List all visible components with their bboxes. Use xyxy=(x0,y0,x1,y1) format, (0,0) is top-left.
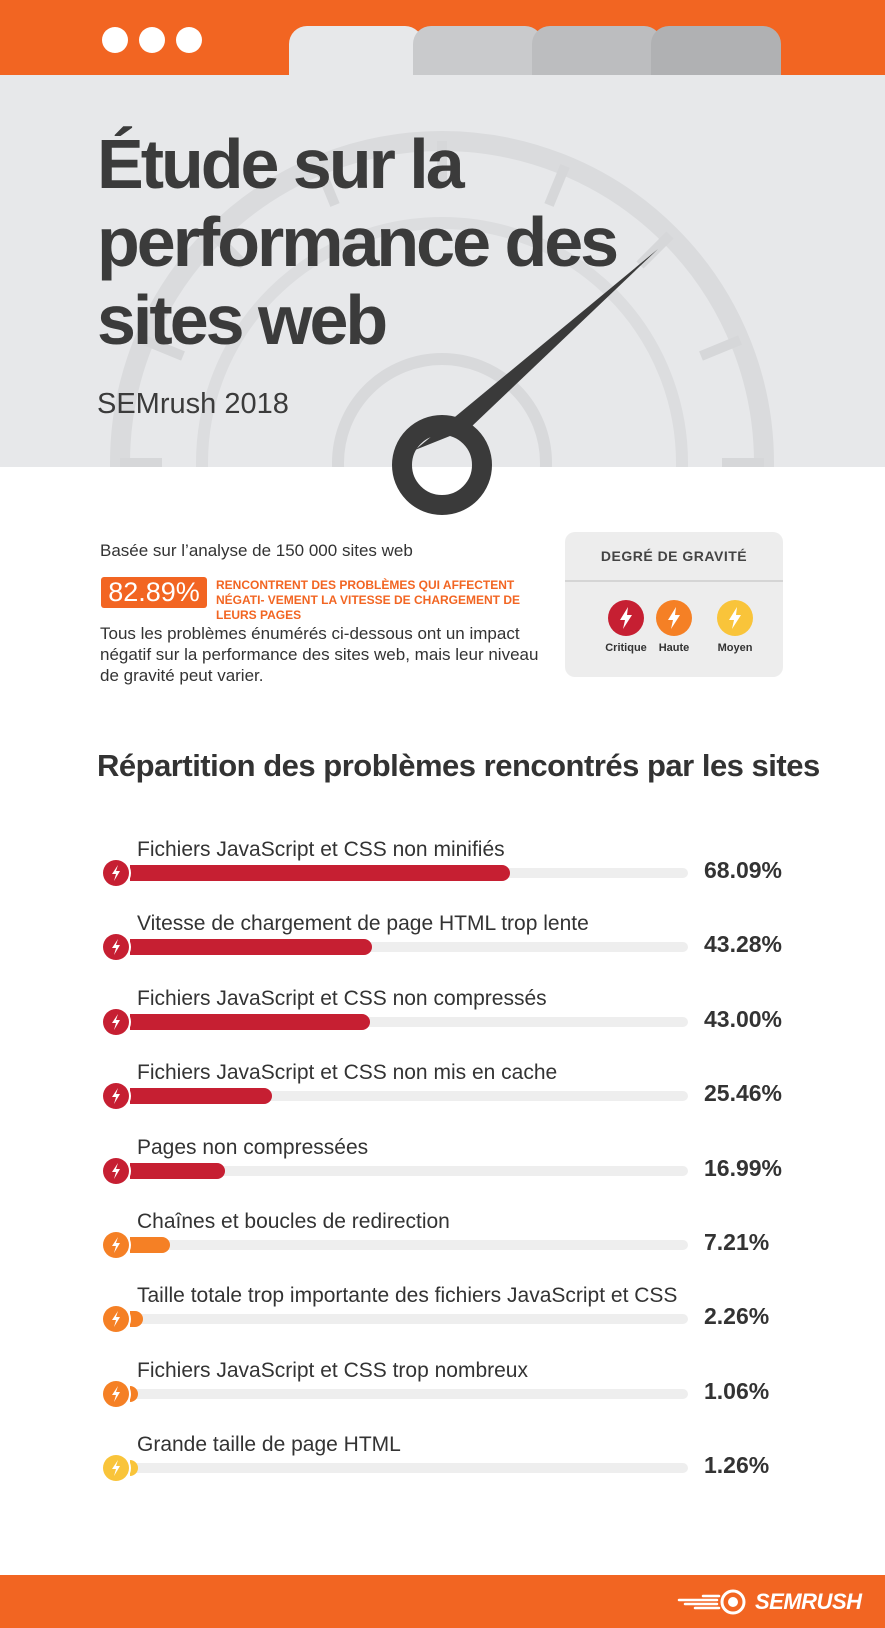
window-dot xyxy=(176,27,202,53)
bar-category-label: Fichiers JavaScript et CSS non compressé… xyxy=(137,986,547,1010)
logo-text: SEMRUSH xyxy=(755,1589,862,1614)
legend-item-haute: Haute xyxy=(639,600,709,654)
legend-label: Moyen xyxy=(717,642,753,654)
chart-row: Taille totale trop importante des fichie… xyxy=(0,1284,885,1344)
lightning-icon xyxy=(103,1232,129,1258)
gauge-needle-icon xyxy=(392,249,658,515)
stat-description: RENCONTRENT DES PROBLÈMES QUI AFFECTENT … xyxy=(216,578,521,622)
footer-bar: SEMRUSH xyxy=(0,1575,885,1628)
bar-track xyxy=(130,865,688,881)
chart-row: Vitesse de chargement de page HTML trop … xyxy=(0,912,885,972)
window-dot xyxy=(102,27,128,53)
bar-value-label: 43.00% xyxy=(704,1005,783,1032)
severity-legend: DEGRÉ DE GRAVITÉ Critique Haute Moyen xyxy=(565,532,783,677)
lightning-icon xyxy=(103,934,129,961)
legend-label: Haute xyxy=(658,642,690,654)
analysis-basis-text: Basée sur l’analyse de 150 000 sites web xyxy=(100,541,413,560)
page-subtitle: SEMrush 2018 xyxy=(97,388,289,420)
lightning-icon xyxy=(103,860,129,886)
bar xyxy=(130,865,510,881)
bar-category-label: Pages non compressées xyxy=(137,1135,369,1159)
bar-value-label: 7.21% xyxy=(704,1229,770,1255)
semrush-logo: SEMRUSH xyxy=(677,1589,862,1615)
bar-track xyxy=(130,1311,688,1328)
lightning-icon xyxy=(103,1008,129,1035)
intro-description: Tous les problèmes énumérés ci-dessous o… xyxy=(100,624,539,685)
chart-row: Pages non compressées 16.99% xyxy=(0,1136,885,1196)
bar-category-label: Fichiers JavaScript et CSS non minifiés xyxy=(137,838,505,861)
window-dot xyxy=(139,27,165,53)
browser-tab-active xyxy=(289,26,423,75)
hero-section: Étude sur la performance des sites web S… xyxy=(0,75,885,467)
bar xyxy=(130,1088,273,1105)
browser-tab xyxy=(651,26,781,75)
bar-category-label: Taille totale trop importante des fichie… xyxy=(137,1284,678,1308)
legend-item-critique: Critique xyxy=(591,600,661,654)
page-title: Étude sur la performance des sites web xyxy=(97,125,619,359)
lightning-icon xyxy=(608,600,644,636)
legend-title: DEGRÉ DE GRAVITÉ xyxy=(565,532,783,582)
top-bar xyxy=(0,0,885,75)
speedometer-icon xyxy=(110,131,774,467)
bar xyxy=(130,1162,225,1179)
bar-category-label: Grande taille de page HTML xyxy=(137,1433,401,1457)
bar-track xyxy=(130,1460,688,1477)
bar-category-label: Vitesse de chargement de page HTML trop … xyxy=(137,912,589,936)
bar-track xyxy=(130,1013,688,1030)
legend-item-moyen: Moyen xyxy=(700,600,770,654)
lightning-icon xyxy=(656,600,692,636)
bar xyxy=(130,939,372,956)
bar-value-label: 2.26% xyxy=(704,1303,770,1330)
bar-category-label: Fichiers JavaScript et CSS trop nombreux xyxy=(137,1358,528,1382)
bar xyxy=(130,1237,171,1253)
bar-track xyxy=(130,1385,688,1402)
bar xyxy=(130,1013,370,1030)
chart-row: Fichiers JavaScript et CSS non mis en ca… xyxy=(0,1061,885,1121)
bar-track xyxy=(130,939,688,956)
lightning-icon xyxy=(103,1157,129,1184)
legend-label: Critique xyxy=(605,642,647,654)
bar xyxy=(130,1385,138,1402)
lightning-icon xyxy=(717,600,753,636)
lightning-icon xyxy=(103,1083,129,1110)
chart-title: Répartition des problèmes rencontrés par… xyxy=(97,748,820,783)
bar-track xyxy=(130,1237,688,1253)
bar-track xyxy=(130,1162,688,1179)
bar-track xyxy=(130,1088,688,1105)
bar-value-label: 16.99% xyxy=(704,1154,783,1181)
chart-row: Grande taille de page HTML 1.26% xyxy=(0,1433,885,1493)
bar xyxy=(130,1460,138,1477)
lightning-icon xyxy=(103,1306,129,1333)
bar-value-label: 68.09% xyxy=(704,857,783,883)
bar-value-label: 1.06% xyxy=(704,1377,770,1404)
bar-value-label: 43.28% xyxy=(704,931,783,958)
bar-value-label: 1.26% xyxy=(704,1452,770,1479)
fireball-icon xyxy=(677,1589,746,1615)
bar-category-label: Fichiers JavaScript et CSS non mis en ca… xyxy=(137,1061,558,1085)
chart-row: Fichiers JavaScript et CSS non minifiés 6… xyxy=(0,838,885,898)
chart-row: Chaînes et boucles de redirection 7.21% xyxy=(0,1210,885,1270)
bar-value-label: 25.46% xyxy=(704,1080,783,1107)
lightning-icon xyxy=(103,1455,129,1482)
stat-badge: 82.89% xyxy=(101,577,207,608)
chart-row: Fichiers JavaScript et CSS non compressé… xyxy=(0,987,885,1047)
bar-category-label: Chaînes et boucles de redirection xyxy=(137,1210,450,1233)
browser-tab xyxy=(532,26,662,75)
chart-row: Fichiers JavaScript et CSS trop nombreux… xyxy=(0,1359,885,1419)
browser-tab xyxy=(413,26,543,75)
bar xyxy=(130,1311,143,1328)
lightning-icon xyxy=(103,1380,129,1407)
